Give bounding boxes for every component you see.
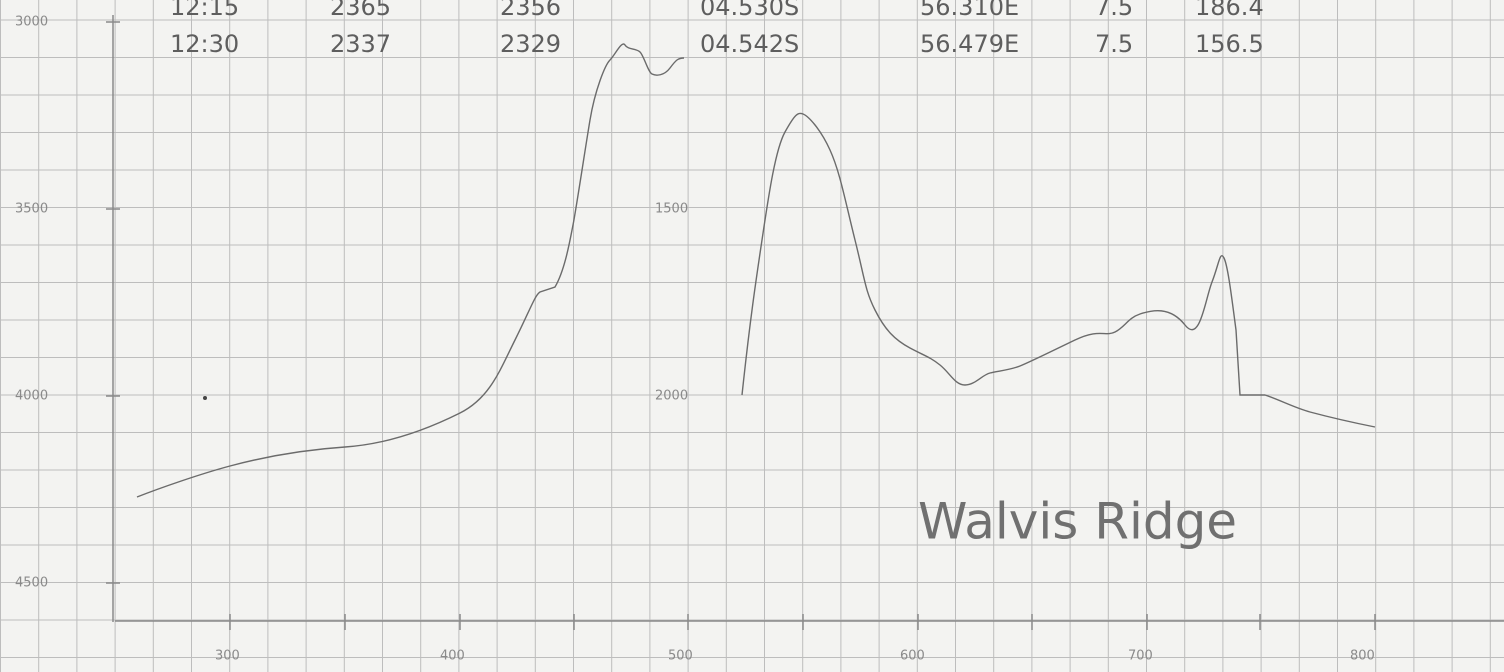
table-cell: 2365 [330,0,391,21]
time-label: 500 [668,649,693,664]
table-cell: 7.5 [1095,30,1133,58]
table-cell: 186.4 [1195,0,1264,21]
table-cell: 12:30 [170,30,239,58]
table-cell: 56.479E [920,30,1019,58]
table-cell: 156.5 [1195,30,1264,58]
table-cell: 7.5 [1095,0,1133,21]
table-cell: 2356 [500,0,561,21]
table-cell: 56.310E [920,0,1019,21]
depth-label: 4000 [15,389,48,404]
time-label: 800 [1350,649,1375,664]
time-label: 300 [215,649,240,664]
table-cell: 04.530S [700,0,799,21]
depth-profile [741,112,1376,428]
depth-profile [136,43,685,498]
depth-label: 4500 [15,576,48,591]
depth-label: 3500 [15,202,48,217]
table-cell: 12:15 [170,0,239,21]
table-cell: 2337 [330,30,391,58]
depth-label: 2000 [655,389,688,404]
depth-label: 3000 [15,15,48,30]
labels: 12:15 2365 2356 04.530S 56.310E 7.5 186.4 12:30… [15,0,1375,664]
depth-label: 1500 [655,202,688,217]
table-cell: 2329 [500,30,561,58]
annotation: Walvis Ridge [918,493,1237,551]
time-label: 400 [440,649,465,664]
table-cell: 04.542S [700,30,799,58]
pencil-dot [203,396,207,400]
time-label: 600 [900,649,925,664]
time-label: 700 [1128,649,1153,664]
